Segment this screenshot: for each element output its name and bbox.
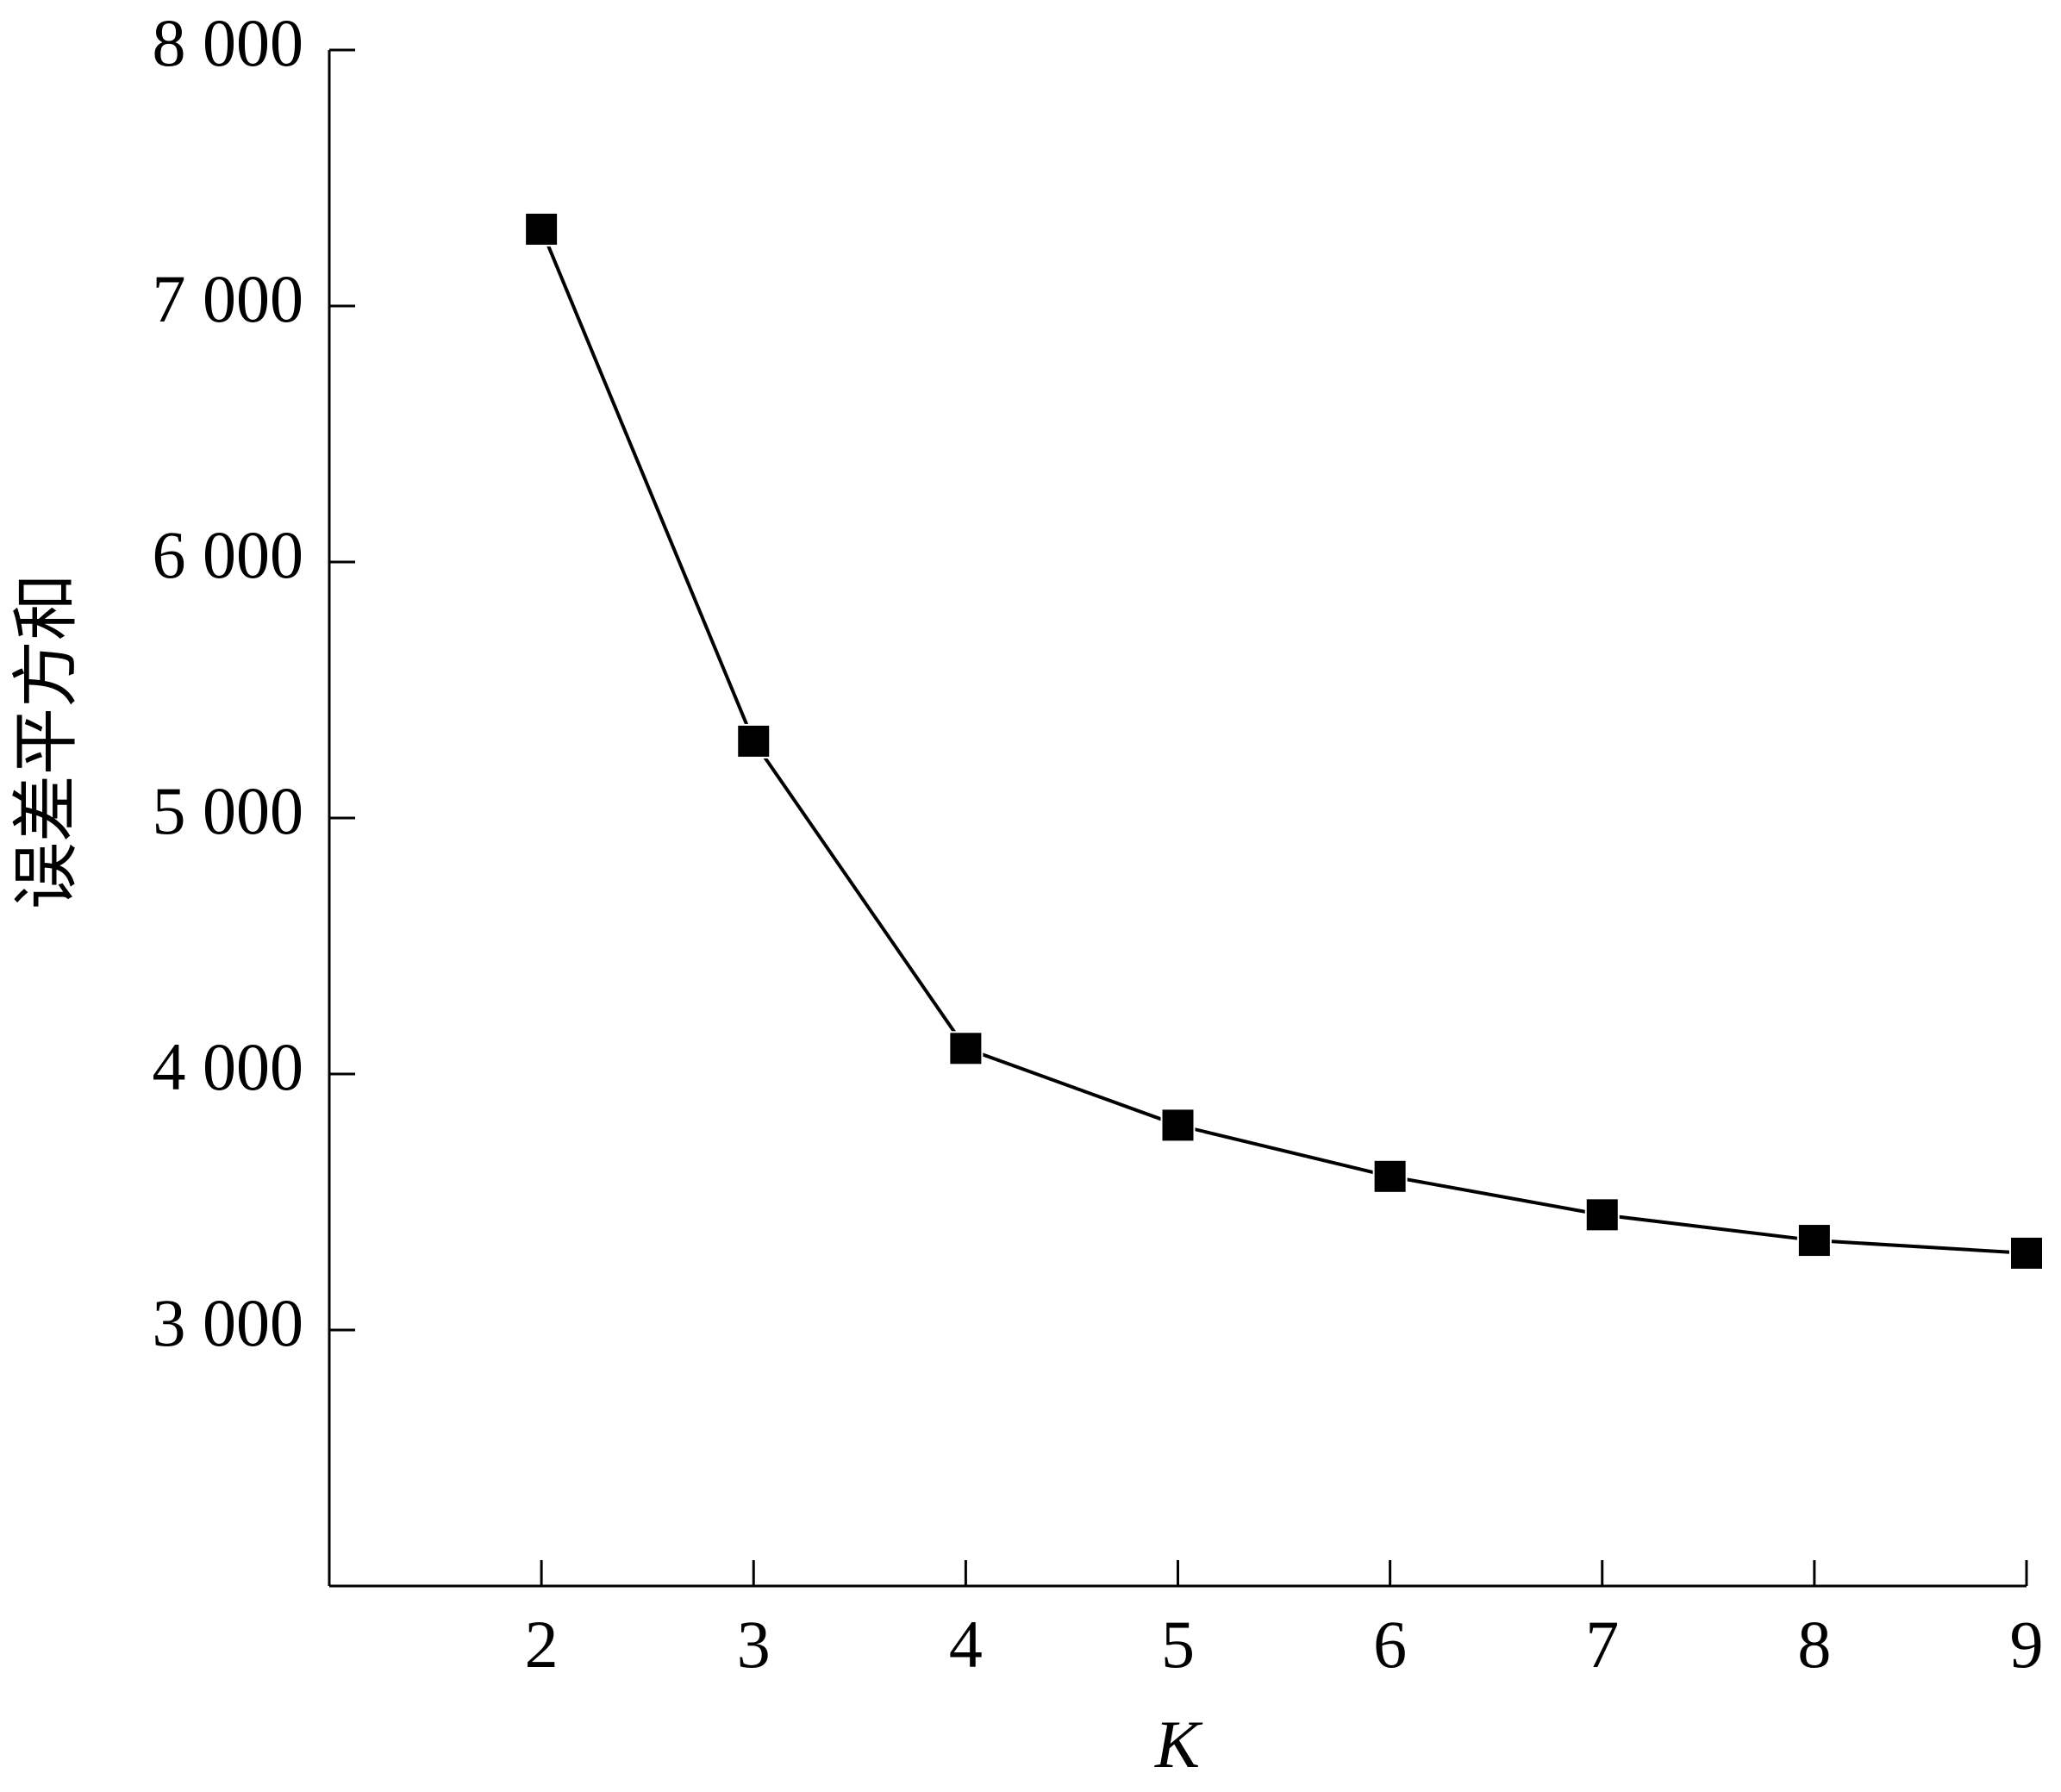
x-tick-label: 6 [1373,1607,1407,1682]
y-tick-label: 4 000 [153,1029,304,1104]
marker [1372,1158,1408,1194]
y-axis-title: 误差平方和 [9,573,84,909]
marker [948,1031,984,1066]
x-tick-label: 5 [1161,1607,1195,1682]
marker [2009,1235,2044,1271]
x-tick-label: 2 [525,1607,559,1682]
marker [736,723,771,759]
x-tick-label: 3 [737,1607,771,1682]
y-tick-label: 7 000 [153,261,304,336]
marker [1160,1108,1196,1143]
x-tick-label: 9 [2010,1607,2044,1682]
y-tick-label: 3 000 [153,1285,304,1360]
y-tick-label: 8 000 [153,5,304,80]
x-tick-label: 8 [1797,1607,1831,1682]
marker [1584,1197,1620,1233]
marker [524,211,559,247]
y-tick-label: 5 000 [153,773,304,848]
x-tick-label: 7 [1585,1607,1619,1682]
line [540,228,2027,1255]
x-axis-title: K [1154,1707,1203,1782]
marker [1796,1223,1832,1258]
x-tick-label: 4 [949,1607,983,1682]
y-tick-label: 6 000 [153,517,304,592]
